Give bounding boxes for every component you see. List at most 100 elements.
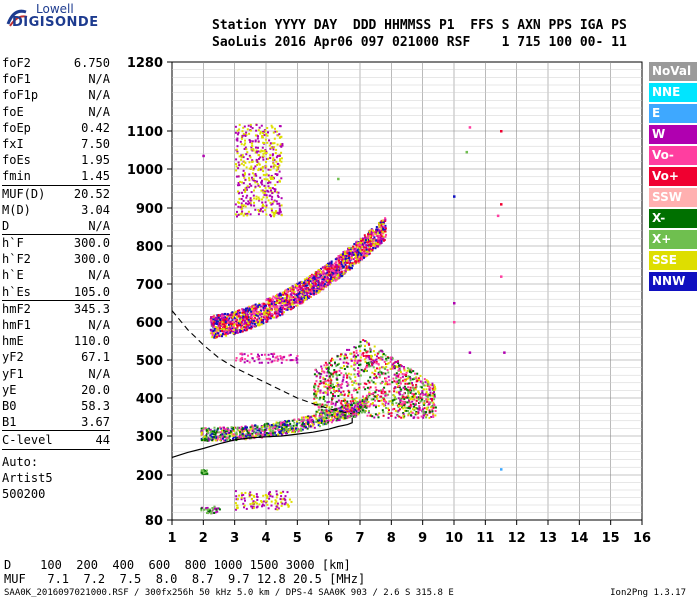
echo-point — [327, 411, 330, 414]
echo-point — [254, 436, 257, 439]
echo-point — [356, 406, 359, 409]
echo-point — [258, 320, 261, 323]
echo-point — [304, 288, 307, 291]
echo-point — [335, 271, 338, 274]
echo-point — [281, 293, 284, 296]
echo-point — [337, 276, 340, 279]
echo-point — [328, 271, 331, 274]
echo-point — [333, 412, 336, 415]
echo-point — [345, 259, 348, 262]
echo-point — [376, 228, 379, 231]
echo-point — [324, 422, 327, 425]
echo-point — [266, 316, 269, 318]
echo-point — [316, 276, 319, 279]
echo-point — [323, 276, 326, 279]
echo-point — [259, 431, 262, 434]
echo-point — [297, 286, 300, 289]
echo-point — [241, 356, 244, 359]
x-tick-label: 8 — [387, 531, 396, 546]
echo-point — [245, 202, 247, 205]
echo-point — [276, 308, 279, 311]
echo-point — [264, 433, 267, 436]
echo-point — [235, 310, 238, 313]
echo-point — [242, 323, 245, 326]
echo-point — [220, 435, 223, 438]
echo-point — [319, 274, 322, 277]
echo-point — [283, 307, 286, 310]
echo-point — [359, 383, 362, 385]
echo-point — [236, 437, 239, 440]
echo-point — [269, 187, 272, 190]
echo-point — [391, 399, 394, 402]
echo-point — [343, 406, 346, 409]
echo-point — [255, 314, 258, 317]
echo-point — [299, 291, 302, 294]
echo-point — [279, 301, 281, 304]
echo-point — [356, 242, 359, 245]
echo-point — [331, 397, 334, 400]
echo-point — [237, 321, 240, 324]
echo-point — [258, 324, 261, 327]
echo-point — [411, 400, 414, 403]
echo-point — [338, 269, 340, 272]
echo-point — [375, 358, 378, 361]
echo-point — [328, 419, 331, 422]
echo-point — [322, 410, 325, 413]
echo-point — [234, 332, 236, 335]
echo-point — [271, 146, 274, 149]
echo-point — [336, 269, 339, 272]
echo-point — [325, 410, 328, 413]
echo-point — [357, 251, 360, 254]
echo-point — [364, 236, 367, 239]
echo-point — [240, 324, 243, 327]
echo-point — [228, 434, 231, 437]
echo-point — [348, 262, 351, 265]
echo-point — [273, 211, 276, 214]
echo-point — [308, 295, 311, 298]
echo-point — [335, 258, 338, 261]
echo-point — [365, 247, 368, 249]
echo-point — [368, 391, 371, 394]
echo-point — [357, 244, 360, 247]
echo-point — [212, 322, 215, 325]
echo-point — [314, 413, 317, 416]
echo-point — [248, 429, 251, 432]
echo-point — [364, 388, 367, 391]
echo-point — [369, 245, 372, 248]
echo-point — [293, 297, 296, 300]
echo-point — [382, 403, 384, 406]
echo-point — [321, 283, 324, 286]
echo-point — [309, 283, 312, 286]
echo-point — [337, 277, 340, 280]
echo-point — [426, 395, 429, 398]
echo-point — [431, 410, 434, 413]
echo-point — [266, 134, 269, 137]
echo-point — [253, 314, 255, 317]
echo-point — [339, 267, 341, 270]
echo-point — [373, 231, 376, 233]
echo-point — [263, 434, 266, 437]
echo-point — [381, 228, 384, 231]
echo-point — [357, 250, 360, 253]
echo-point — [211, 322, 214, 325]
echo-point — [276, 194, 279, 197]
echo-point — [284, 300, 287, 303]
echo-point — [211, 324, 214, 327]
param-value: 0.42 — [81, 120, 110, 135]
echo-point — [311, 282, 314, 285]
echo-point — [207, 439, 210, 442]
echo-point — [361, 409, 364, 412]
echo-point — [313, 389, 316, 391]
echo-point — [235, 439, 238, 442]
echo-point — [279, 310, 282, 313]
echo-point — [434, 387, 437, 390]
echo-point — [304, 416, 307, 419]
echo-point — [253, 306, 256, 309]
echo-point — [243, 125, 246, 128]
echo-point — [361, 257, 363, 260]
echo-point — [397, 374, 400, 377]
echo-point — [312, 287, 315, 289]
echo-point — [250, 146, 253, 149]
echo-point — [337, 273, 340, 276]
echo-point — [283, 291, 286, 294]
